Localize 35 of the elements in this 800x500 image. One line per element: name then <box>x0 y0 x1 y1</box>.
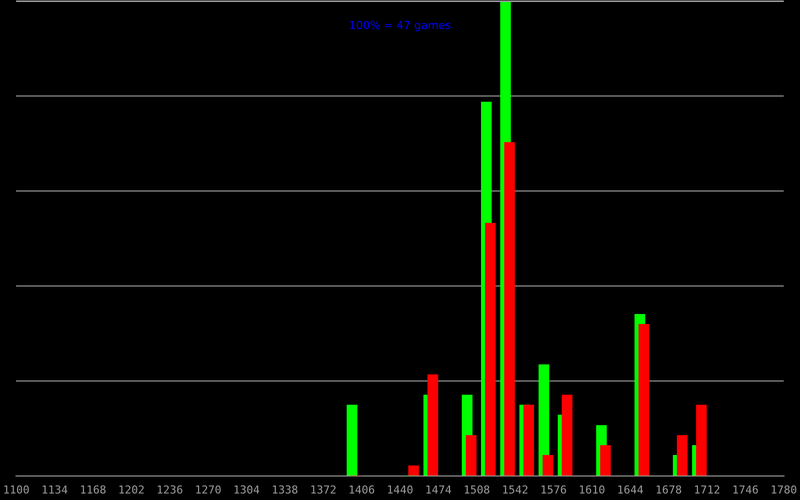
x-tick-label: 1746 <box>732 483 759 496</box>
bar <box>696 404 707 476</box>
x-tick-label: 1236 <box>156 483 183 496</box>
x-tick-label: 1202 <box>118 483 145 496</box>
bar <box>466 435 476 476</box>
x-tick-label: 1712 <box>694 483 720 496</box>
bar <box>346 404 358 476</box>
bar <box>504 142 515 476</box>
bar <box>542 455 554 476</box>
x-tick-label: 1644 <box>617 483 644 496</box>
bar <box>427 374 438 476</box>
bar <box>408 466 419 476</box>
x-tick-label: 1372 <box>310 483 336 496</box>
annotation: 100% = 47 games <box>348 18 452 32</box>
bar <box>523 404 534 476</box>
x-tick-label: 1678 <box>655 483 682 496</box>
x-tick-label: 1168 <box>80 483 106 496</box>
x-tick-label: 1100 <box>2 483 30 496</box>
x-tick-label: 1542 <box>502 483 528 496</box>
x-tick-label: 1508 <box>464 483 490 496</box>
bar <box>562 394 572 476</box>
bar <box>676 435 688 476</box>
bar <box>485 222 496 476</box>
x-tick-label: 1134 <box>41 483 68 496</box>
x-tick-label: 1474 <box>425 483 452 496</box>
bar <box>638 324 650 476</box>
x-tick-label: 1270 <box>194 483 222 496</box>
x-tick-label: 1338 <box>272 483 298 496</box>
x-tick-label: 1780 <box>770 483 798 496</box>
x-tick-label: 1304 <box>233 483 260 496</box>
bar <box>600 445 611 476</box>
x-tick-label: 1610 <box>578 483 606 496</box>
x-tick-label: 1406 <box>348 483 375 496</box>
x-tick-label: 1576 <box>540 483 567 496</box>
x-tick-label: 1440 <box>386 483 414 496</box>
